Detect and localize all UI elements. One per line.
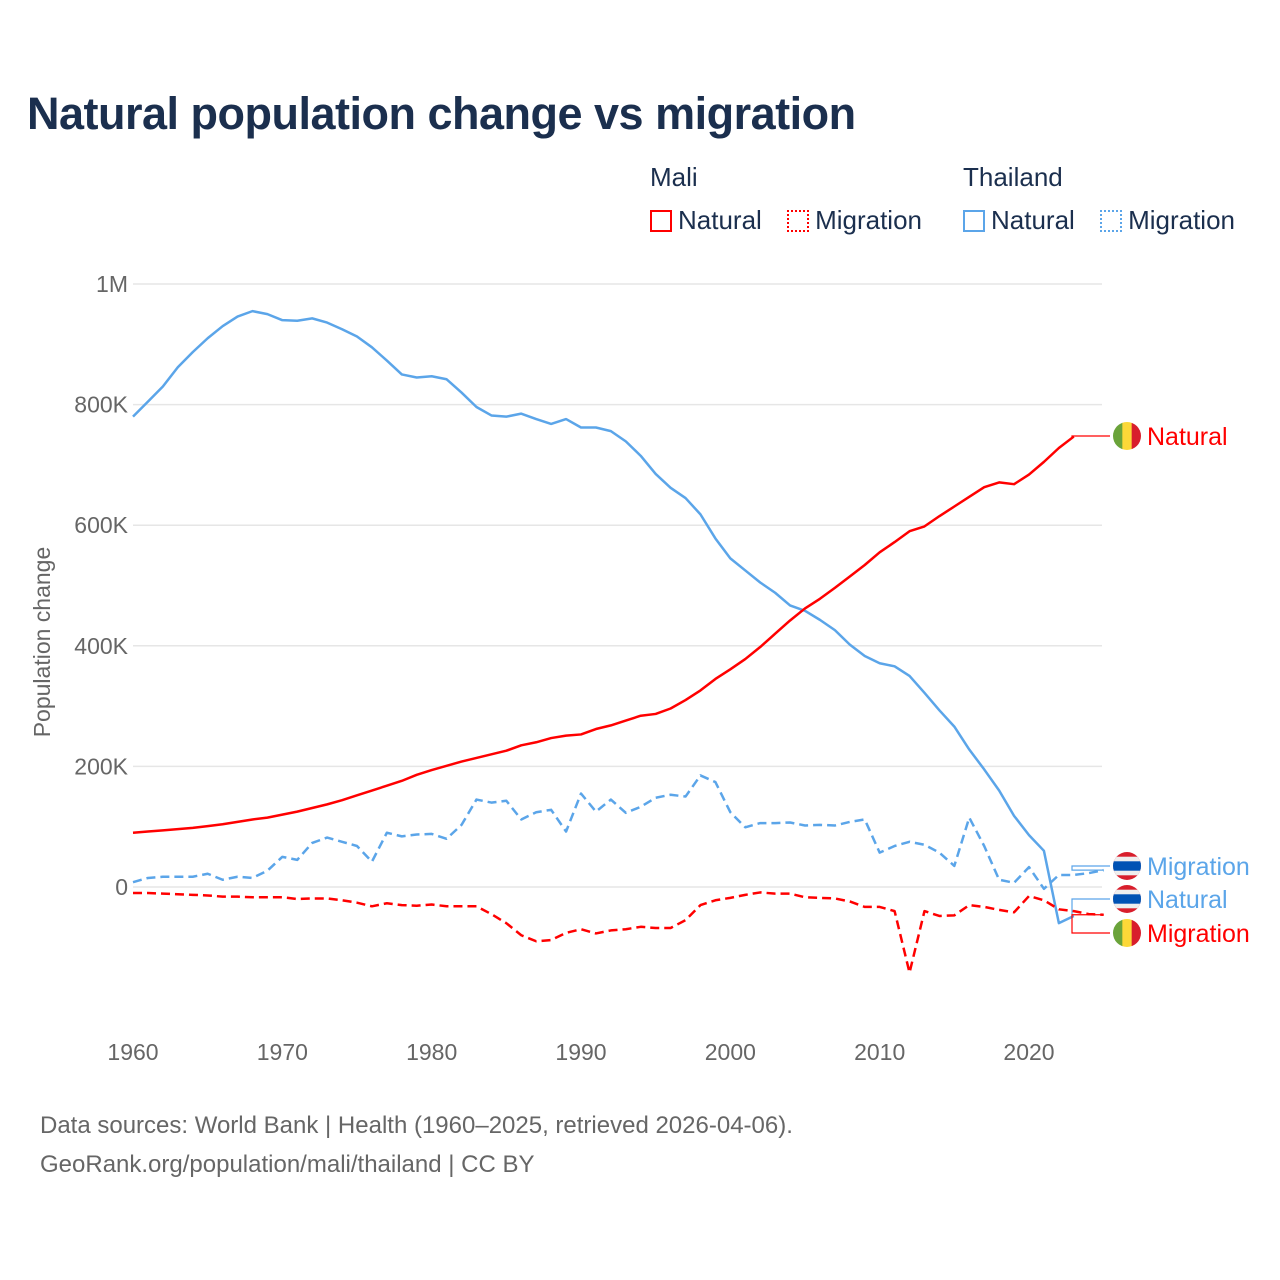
- thailand-flag-icon: [1113, 885, 1141, 913]
- attribution-text: GeoRank.org/population/mali/thailand | C…: [40, 1151, 535, 1178]
- solid-swatch-icon: [963, 209, 985, 232]
- label-connector: [1071, 914, 1110, 934]
- series-end-label: Migration: [1147, 853, 1250, 881]
- y-tick-label: 0: [115, 874, 128, 900]
- legend-group-thailand: Thailand Natural Migration: [963, 162, 1235, 239]
- legend-label: Natural: [991, 205, 1075, 235]
- x-tick-label: 1970: [257, 1039, 308, 1065]
- x-tick-label: 2020: [1003, 1039, 1054, 1065]
- y-tick-label: 600K: [74, 512, 128, 538]
- mali-flag-icon: [1113, 919, 1141, 947]
- legend-label: Natural: [678, 205, 762, 235]
- y-tick-label: 400K: [74, 633, 128, 659]
- series-end-label: Natural: [1147, 423, 1228, 451]
- legend-title-thailand: Thailand: [963, 162, 1063, 192]
- legend-label: Migration: [815, 205, 922, 235]
- label-connector: [1071, 435, 1110, 438]
- dotted-swatch-icon: [787, 209, 810, 232]
- x-tick-label: 2010: [854, 1039, 905, 1065]
- y-tick-label: 1M: [96, 271, 128, 297]
- series-end-label: Natural: [1147, 886, 1228, 914]
- x-tick-label: 1960: [107, 1039, 158, 1065]
- data-source-text: Data sources: World Bank | Health (1960–…: [40, 1112, 793, 1139]
- label-connector: [1071, 865, 1110, 871]
- dotted-swatch-icon: [1100, 209, 1123, 232]
- legend-item-thailand-migration[interactable]: Migration: [1100, 205, 1235, 236]
- legend-label: Migration: [1128, 205, 1235, 235]
- series-line-mali-migration: [133, 891, 1104, 974]
- legend-group-mali: Mali Natural Migration: [650, 162, 940, 239]
- legend-title-mali: Mali: [650, 162, 698, 192]
- footer: Data sources: World Bank | Health (1960–…: [40, 1106, 793, 1184]
- y-tick-label: 800K: [74, 392, 128, 418]
- solid-swatch-icon: [650, 209, 672, 232]
- y-tick-label: 200K: [74, 753, 128, 779]
- series-line-thailand-natural: [132, 309, 1075, 925]
- series-line-thailand-migration: [132, 774, 1104, 891]
- series-end-label: Migration: [1147, 920, 1250, 948]
- chart-title: Natural population change vs migration: [27, 88, 856, 139]
- x-tick-label: 1990: [555, 1039, 606, 1065]
- legend-item-thailand-natural[interactable]: Natural: [963, 205, 1075, 236]
- legend-item-mali-natural[interactable]: Natural: [650, 205, 762, 236]
- x-tick-label: 1980: [406, 1039, 457, 1065]
- series-line-mali-natural: [132, 435, 1075, 834]
- thailand-flag-icon: [1113, 852, 1141, 880]
- legend-item-mali-migration[interactable]: Migration: [787, 205, 922, 236]
- x-tick-label: 2000: [705, 1039, 756, 1065]
- label-connector: [1071, 898, 1110, 917]
- y-axis-label: Population change: [29, 547, 55, 738]
- mali-flag-icon: [1113, 422, 1141, 450]
